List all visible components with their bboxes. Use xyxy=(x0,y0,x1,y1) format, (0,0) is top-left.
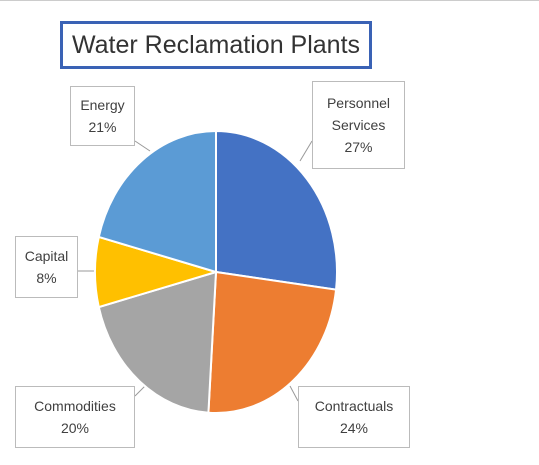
category-label: Personnel Services xyxy=(326,95,391,133)
category-label: Commodities xyxy=(34,398,116,414)
value-label: 27% xyxy=(344,139,373,155)
data-label: Energy 21% xyxy=(70,86,135,146)
category-label: Energy xyxy=(80,97,125,113)
category-label: Capital xyxy=(24,248,69,264)
value-label: 21% xyxy=(88,119,117,135)
data-label: Personnel Services 27% xyxy=(312,81,405,169)
pie-slice xyxy=(97,129,217,274)
data-label: Contractuals 24% xyxy=(298,386,410,448)
data-label: Capital 8% xyxy=(15,236,78,298)
leader-line xyxy=(299,140,313,162)
leader-line xyxy=(134,140,151,152)
pie-slice xyxy=(207,270,338,414)
value-label: 24% xyxy=(339,420,369,436)
pie-slice xyxy=(215,129,338,291)
chart-title: Water Reclamation Plants xyxy=(60,21,372,69)
pie-slice xyxy=(97,270,218,414)
data-label: Commodities 20% xyxy=(15,386,135,448)
value-label: 20% xyxy=(60,420,90,436)
value-label: 8% xyxy=(36,270,57,286)
leader-line xyxy=(289,385,299,402)
category-label: Contractuals xyxy=(314,398,394,414)
